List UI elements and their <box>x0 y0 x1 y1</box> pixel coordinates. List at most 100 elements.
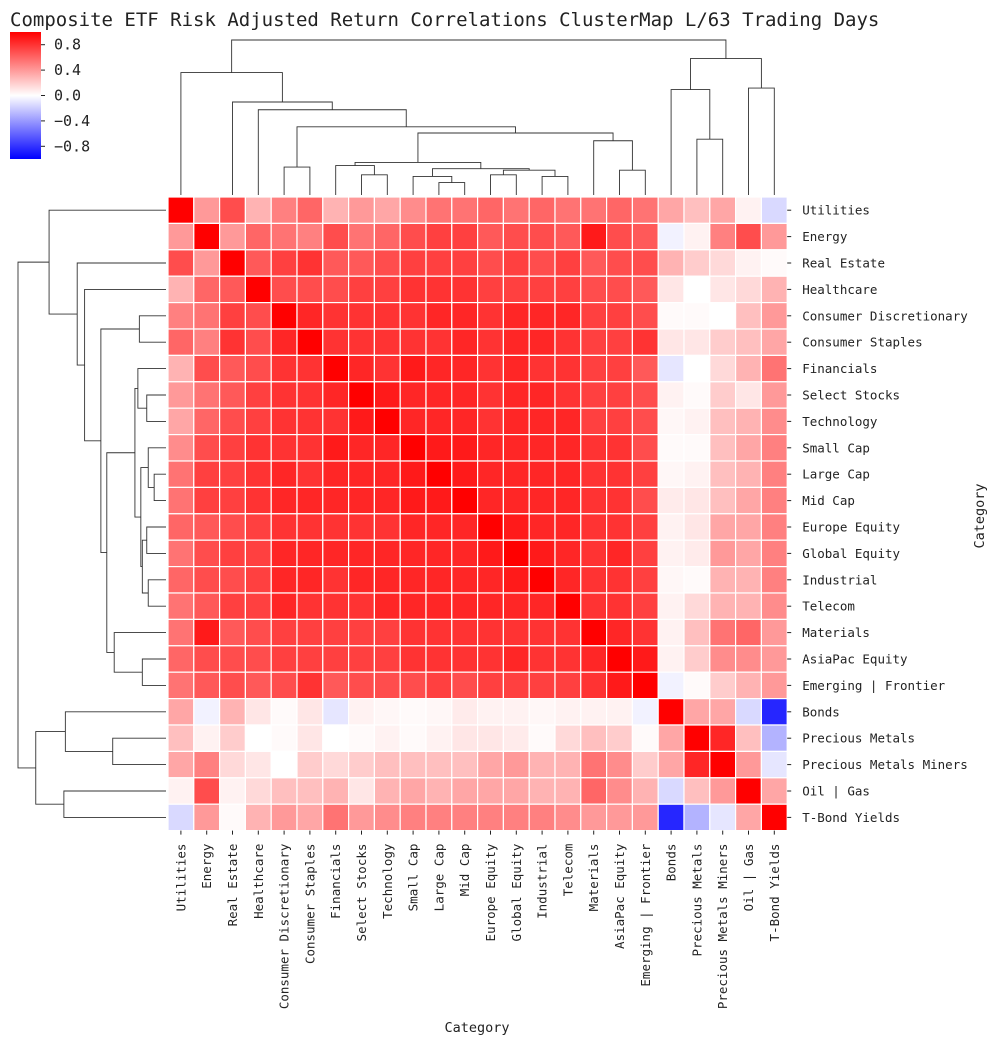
heatmap-cell <box>709 486 737 515</box>
heatmap-cell <box>451 196 479 224</box>
heatmap-cell <box>477 486 505 515</box>
heatmap-cell <box>219 697 247 726</box>
row-dendrogram-link <box>137 368 166 409</box>
column-dendrogram-link <box>619 169 646 195</box>
heatmap-cell <box>270 328 298 356</box>
heatmap-cell <box>167 196 195 224</box>
column-dendrogram-link <box>502 169 556 177</box>
row-tick-label: Energy <box>802 229 848 244</box>
heatmap-cell <box>580 434 608 462</box>
heatmap-cell <box>580 249 608 277</box>
heatmap-cell <box>554 645 582 673</box>
heatmap-cell <box>425 750 453 779</box>
heatmap-cell <box>554 302 582 330</box>
heatmap-cell <box>270 275 298 304</box>
column-tick-label: Energy <box>199 843 214 889</box>
heatmap-cell <box>528 803 556 832</box>
heatmap-cell <box>580 302 608 330</box>
heatmap-cell <box>296 328 324 356</box>
heatmap-cell <box>425 222 453 251</box>
heatmap-cell <box>709 565 737 594</box>
heatmap-cell <box>502 275 530 304</box>
heatmap-cell <box>296 302 324 330</box>
heatmap-cell <box>348 196 376 224</box>
heatmap-cell <box>554 381 582 409</box>
heatmap-cell <box>322 328 350 356</box>
heatmap-cell <box>528 486 556 515</box>
heatmap-cell <box>219 592 247 620</box>
heatmap-cell <box>348 302 376 330</box>
heatmap-cell <box>167 618 195 647</box>
heatmap-cell <box>167 724 195 752</box>
heatmap-cell <box>477 249 505 277</box>
heatmap-cell <box>709 592 737 620</box>
column-tick-label: Financials <box>328 844 343 919</box>
heatmap-cell <box>657 381 685 409</box>
heatmap-cell <box>167 302 195 330</box>
heatmap-cell <box>373 645 401 673</box>
heatmap-cell <box>554 618 582 647</box>
heatmap-cell <box>244 302 272 330</box>
heatmap-cell <box>734 618 762 647</box>
heatmap-cell <box>502 592 530 620</box>
heatmap-cell <box>296 777 324 805</box>
heatmap-cell <box>167 486 195 515</box>
row-dendrogram-link <box>134 387 141 518</box>
row-dendrogram-link <box>146 394 166 422</box>
column-dendrogram-link <box>696 138 724 195</box>
heatmap-cell <box>605 592 633 620</box>
heatmap-cell <box>322 407 350 436</box>
heatmap-cell <box>193 697 221 726</box>
heatmap-cell <box>657 618 685 647</box>
heatmap-cell <box>554 196 582 224</box>
heatmap-cell <box>477 724 505 752</box>
heatmap-cell <box>502 222 530 251</box>
heatmap-cell <box>605 381 633 409</box>
y-axis-label: Category <box>972 483 988 548</box>
heatmap-cell <box>399 618 427 647</box>
column-dendrogram-link <box>232 101 333 195</box>
column-labels: Utilities Energy Real Estate Healthcare Cons… <box>173 830 782 1009</box>
heatmap-cell <box>451 750 479 779</box>
heatmap-cell <box>502 354 530 383</box>
heatmap-cell <box>425 777 453 805</box>
heatmap-cell <box>709 196 737 224</box>
heatmap-cell <box>760 645 788 673</box>
heatmap-cell <box>734 486 762 515</box>
heatmap-cell <box>296 381 324 409</box>
heatmap-cell <box>477 222 505 251</box>
heatmap-cell <box>167 750 195 779</box>
heatmap-cell <box>167 645 195 673</box>
heatmap-cell <box>425 539 453 568</box>
colorbar <box>10 32 41 159</box>
heatmap-cell <box>193 222 221 251</box>
heatmap-cell <box>631 671 659 700</box>
heatmap-cell <box>193 539 221 568</box>
heatmap-cell <box>451 777 479 805</box>
heatmap-cell <box>399 249 427 277</box>
heatmap-cell <box>528 645 556 673</box>
heatmap-cell <box>425 354 453 383</box>
heatmap-cell <box>580 460 608 488</box>
heatmap-cell <box>477 434 505 462</box>
row-dendrogram-link <box>64 711 166 752</box>
heatmap-cell <box>270 486 298 515</box>
heatmap-cell <box>425 565 453 594</box>
heatmap-cell <box>451 486 479 515</box>
heatmap-cell <box>193 592 221 620</box>
heatmap-cell <box>657 803 685 832</box>
heatmap-cell <box>683 354 711 383</box>
heatmap-cell <box>657 486 685 515</box>
heatmap-cell <box>683 618 711 647</box>
column-tick-label: Europe Equity <box>483 843 498 941</box>
heatmap-cell <box>193 803 221 832</box>
heatmap-cell <box>631 275 659 304</box>
heatmap-cell <box>451 328 479 356</box>
heatmap-cell <box>683 381 711 409</box>
heatmap-cell <box>270 302 298 330</box>
heatmap-cell <box>244 777 272 805</box>
row-dendrogram-link <box>84 288 166 442</box>
column-dendrogram-link <box>283 166 311 195</box>
heatmap-cell <box>373 328 401 356</box>
column-tick-label: Precious Metals <box>689 844 704 957</box>
